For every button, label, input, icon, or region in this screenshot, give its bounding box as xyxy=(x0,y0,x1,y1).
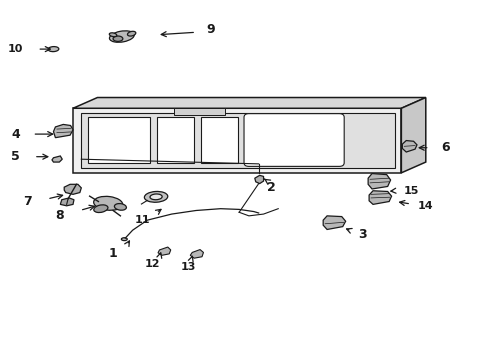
Polygon shape xyxy=(368,174,391,189)
Ellipse shape xyxy=(109,31,134,42)
Polygon shape xyxy=(401,98,426,173)
Ellipse shape xyxy=(113,36,123,41)
Polygon shape xyxy=(255,175,264,184)
Ellipse shape xyxy=(145,192,168,202)
Polygon shape xyxy=(64,184,81,194)
Text: 3: 3 xyxy=(358,228,367,241)
Polygon shape xyxy=(52,156,62,162)
Polygon shape xyxy=(323,216,345,229)
Text: 13: 13 xyxy=(181,262,196,272)
Ellipse shape xyxy=(109,33,117,37)
Ellipse shape xyxy=(127,31,136,36)
Text: 4: 4 xyxy=(11,127,20,141)
Text: 2: 2 xyxy=(268,181,276,194)
Ellipse shape xyxy=(122,238,127,240)
Polygon shape xyxy=(73,98,426,108)
Text: 6: 6 xyxy=(441,141,450,154)
Polygon shape xyxy=(53,125,73,138)
Polygon shape xyxy=(81,113,395,168)
Polygon shape xyxy=(157,117,194,163)
Text: 10: 10 xyxy=(8,44,23,54)
Polygon shape xyxy=(174,108,225,116)
Ellipse shape xyxy=(94,205,108,212)
Text: 9: 9 xyxy=(206,23,215,36)
Polygon shape xyxy=(201,117,238,163)
FancyBboxPatch shape xyxy=(244,114,344,166)
Polygon shape xyxy=(369,191,392,204)
Text: 12: 12 xyxy=(145,259,160,269)
Text: 7: 7 xyxy=(23,195,32,208)
Text: 14: 14 xyxy=(418,201,434,211)
Text: 1: 1 xyxy=(109,247,118,260)
Ellipse shape xyxy=(94,196,122,210)
Text: 11: 11 xyxy=(135,215,150,225)
Text: 8: 8 xyxy=(55,210,64,222)
Ellipse shape xyxy=(114,203,126,210)
Text: 15: 15 xyxy=(403,186,419,196)
Polygon shape xyxy=(60,198,74,206)
Ellipse shape xyxy=(150,194,162,200)
Polygon shape xyxy=(190,249,203,258)
Polygon shape xyxy=(158,247,171,255)
Text: 5: 5 xyxy=(11,150,20,163)
Ellipse shape xyxy=(48,46,59,51)
Polygon shape xyxy=(402,140,417,152)
Polygon shape xyxy=(73,108,401,173)
Polygon shape xyxy=(88,117,150,163)
